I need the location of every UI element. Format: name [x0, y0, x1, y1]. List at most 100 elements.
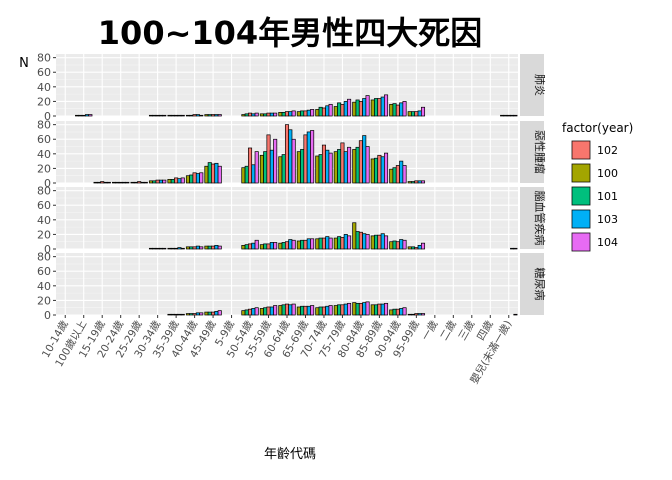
bar	[180, 247, 185, 250]
bar	[420, 180, 426, 184]
bar	[167, 247, 172, 250]
bar	[100, 181, 105, 184]
bar	[269, 242, 274, 250]
bar	[325, 105, 330, 117]
bar	[420, 106, 426, 117]
bar	[177, 178, 182, 184]
bar	[259, 113, 264, 117]
bar	[155, 247, 160, 250]
x-tick-label: 二歲	[437, 318, 459, 343]
y-tick-label: 20	[37, 294, 51, 307]
bar	[315, 238, 320, 250]
bar	[273, 305, 278, 316]
bar	[318, 154, 323, 184]
bar	[420, 242, 426, 250]
bar	[510, 247, 515, 250]
bar	[143, 181, 148, 184]
bar	[315, 307, 320, 316]
x-axis: 10-14歲100歲以上15-19歲20-24歲25-29歲30-34歲35-3…	[39, 315, 514, 386]
bar	[204, 114, 209, 117]
bar	[266, 243, 271, 250]
bar	[300, 239, 305, 250]
bar	[358, 140, 363, 184]
y-tick-label: 60	[37, 66, 51, 79]
bar	[395, 241, 400, 250]
bar	[263, 307, 268, 316]
bar	[259, 244, 264, 250]
bar	[266, 112, 271, 117]
bar	[266, 134, 271, 184]
bar	[328, 103, 333, 117]
bar	[370, 158, 375, 184]
facet-label: 腦血管疾病	[533, 191, 547, 246]
legend-label: 101	[597, 190, 618, 203]
bar	[380, 303, 385, 316]
bar	[370, 99, 375, 117]
bar	[269, 149, 274, 184]
bar	[340, 304, 345, 316]
bar	[380, 233, 385, 250]
bar	[241, 245, 246, 250]
bar	[402, 101, 407, 117]
facet-strip	[520, 187, 544, 249]
bar	[513, 114, 518, 117]
bar	[259, 308, 264, 316]
bar	[333, 151, 338, 184]
bar	[278, 242, 283, 250]
bar	[199, 114, 204, 117]
bar	[75, 114, 80, 117]
bar	[185, 313, 190, 316]
bar	[180, 313, 185, 316]
legend-label: 100	[597, 167, 618, 180]
bar	[347, 98, 352, 117]
bar	[148, 114, 154, 117]
bar	[417, 313, 422, 316]
y-tick-label: 20	[37, 228, 51, 241]
bar	[278, 112, 283, 117]
bar	[362, 135, 367, 184]
bar	[85, 114, 90, 117]
bar	[343, 303, 348, 316]
bar	[244, 309, 249, 316]
x-axis-label: 年齡代碼	[264, 447, 316, 462]
bar	[248, 112, 253, 117]
bar	[199, 312, 204, 316]
y-tick-label: 80	[37, 251, 51, 264]
x-tick-label: 一歲	[419, 318, 441, 343]
bar	[417, 180, 422, 184]
bar	[300, 149, 305, 184]
y-tick-label: 20	[37, 95, 51, 108]
bar	[399, 239, 404, 250]
bar	[217, 114, 222, 117]
bar	[310, 238, 315, 250]
bar	[355, 302, 360, 316]
bar	[217, 310, 222, 316]
bar	[352, 302, 357, 316]
bar	[211, 311, 216, 316]
bar	[325, 149, 330, 184]
bar	[377, 98, 382, 117]
bar	[417, 110, 422, 117]
bar	[195, 173, 200, 184]
bar	[137, 181, 142, 184]
bar	[148, 180, 154, 184]
bar	[251, 164, 256, 184]
bar	[167, 313, 172, 316]
bar	[174, 177, 179, 184]
bar	[333, 237, 338, 250]
bar	[284, 303, 290, 316]
bar	[333, 305, 338, 316]
bar	[291, 303, 296, 316]
bar	[355, 146, 360, 184]
bar	[254, 112, 259, 117]
bar	[414, 180, 419, 184]
bar	[340, 236, 345, 250]
bar	[402, 165, 407, 184]
bar	[389, 241, 394, 250]
bar	[318, 306, 323, 316]
legend-swatch	[571, 140, 591, 160]
bar	[281, 112, 286, 117]
